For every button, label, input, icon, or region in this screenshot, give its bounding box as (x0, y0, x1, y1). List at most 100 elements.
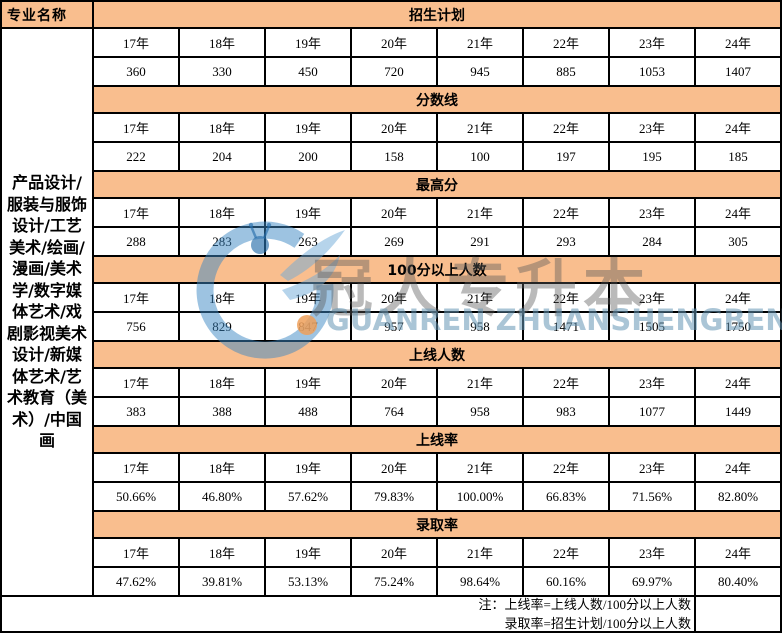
year-cell: 21年 (437, 453, 523, 482)
value-cell: 71.56% (609, 482, 695, 511)
value-cell: 69.97% (609, 567, 695, 596)
year-cell: 23年 (609, 28, 695, 57)
value-cell: 291 (437, 227, 523, 256)
year-cell: 21年 (437, 368, 523, 397)
value-cell: 50.66% (93, 482, 179, 511)
year-cell: 18年 (179, 283, 265, 312)
value-cell: 200 (265, 142, 351, 171)
note-cell: 注：上线率=上线人数/100分以上人数录取率=招生计划/100分以上人数 (1, 596, 695, 632)
year-cell: 17年 (93, 28, 179, 57)
value-cell: 57.62% (265, 482, 351, 511)
year-cell: 21年 (437, 198, 523, 227)
year-cell: 22年 (523, 453, 609, 482)
year-cell: 19年 (265, 453, 351, 482)
year-cell: 24年 (695, 283, 781, 312)
value-cell: 450 (265, 57, 351, 86)
value-cell: 293 (523, 227, 609, 256)
year-cell: 18年 (179, 538, 265, 567)
section-title: 招生计划 (93, 1, 781, 28)
value-cell: 39.81% (179, 567, 265, 596)
year-cell: 23年 (609, 368, 695, 397)
year-cell: 24年 (695, 113, 781, 142)
note-line: 注：上线率=上线人数/100分以上人数 (478, 597, 691, 612)
year-cell: 17年 (93, 368, 179, 397)
corner-header: 专业名称 (1, 1, 93, 28)
value-cell: 1505 (609, 312, 695, 341)
year-cell: 20年 (351, 538, 437, 567)
year-cell: 22年 (523, 28, 609, 57)
year-cell: 22年 (523, 198, 609, 227)
section-title: 分数线 (93, 86, 781, 113)
value-cell: 284 (609, 227, 695, 256)
year-cell: 20年 (351, 368, 437, 397)
note-line: 录取率=招生计划/100分以上人数 (504, 616, 691, 631)
value-cell: 360 (93, 57, 179, 86)
year-cell: 19年 (265, 368, 351, 397)
year-cell: 24年 (695, 453, 781, 482)
value-cell: 100 (437, 142, 523, 171)
value-cell: 958 (437, 312, 523, 341)
section-title: 100分以上人数 (93, 256, 781, 283)
value-cell: 945 (437, 57, 523, 86)
year-cell: 17年 (93, 538, 179, 567)
major-name-cell: 产品设计/服装与服饰设计/工艺美术/绘画/漫画/美术学/数字媒体艺术/戏剧影视美… (1, 28, 93, 596)
value-cell: 1053 (609, 57, 695, 86)
year-cell: 18年 (179, 198, 265, 227)
value-cell: 100.00% (437, 482, 523, 511)
year-cell: 17年 (93, 453, 179, 482)
value-cell: 53.13% (265, 567, 351, 596)
year-cell: 20年 (351, 113, 437, 142)
year-cell: 24年 (695, 28, 781, 57)
value-cell: 958 (437, 397, 523, 426)
note-empty-cell (695, 596, 781, 632)
value-cell: 185 (695, 142, 781, 171)
year-cell: 21年 (437, 28, 523, 57)
value-cell: 82.80% (695, 482, 781, 511)
value-cell: 1449 (695, 397, 781, 426)
value-cell: 983 (523, 397, 609, 426)
value-cell: 197 (523, 142, 609, 171)
value-cell: 1471 (523, 312, 609, 341)
year-cell: 19年 (265, 28, 351, 57)
year-cell: 17年 (93, 283, 179, 312)
year-cell: 18年 (179, 368, 265, 397)
value-cell: 75.24% (351, 567, 437, 596)
year-cell: 19年 (265, 283, 351, 312)
value-cell: 66.83% (523, 482, 609, 511)
year-cell: 24年 (695, 538, 781, 567)
year-cell: 21年 (437, 283, 523, 312)
year-cell: 22年 (523, 368, 609, 397)
year-cell: 20年 (351, 28, 437, 57)
year-cell: 20年 (351, 198, 437, 227)
year-cell: 22年 (523, 538, 609, 567)
value-cell: 263 (265, 227, 351, 256)
year-cell: 21年 (437, 538, 523, 567)
value-cell: 957 (351, 312, 437, 341)
value-cell: 305 (695, 227, 781, 256)
year-cell: 17年 (93, 113, 179, 142)
value-cell: 79.83% (351, 482, 437, 511)
value-cell: 47.62% (93, 567, 179, 596)
year-cell: 19年 (265, 113, 351, 142)
value-cell: 388 (179, 397, 265, 426)
value-cell: 756 (93, 312, 179, 341)
value-cell: 829 (179, 312, 265, 341)
year-cell: 23年 (609, 198, 695, 227)
value-cell: 1407 (695, 57, 781, 86)
year-cell: 23年 (609, 538, 695, 567)
year-cell: 18年 (179, 28, 265, 57)
value-cell: 46.80% (179, 482, 265, 511)
value-cell: 204 (179, 142, 265, 171)
year-cell: 22年 (523, 113, 609, 142)
year-cell: 23年 (609, 283, 695, 312)
value-cell: 98.64% (437, 567, 523, 596)
value-cell: 158 (351, 142, 437, 171)
value-cell: 1750 (695, 312, 781, 341)
year-cell: 20年 (351, 453, 437, 482)
value-cell: 269 (351, 227, 437, 256)
value-cell: 288 (93, 227, 179, 256)
value-cell: 488 (265, 397, 351, 426)
value-cell: 60.16% (523, 567, 609, 596)
